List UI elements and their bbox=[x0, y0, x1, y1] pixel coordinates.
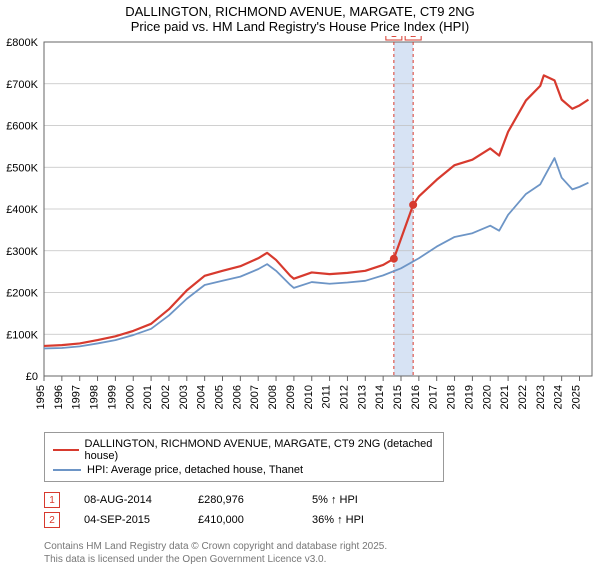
svg-text:2023: 2023 bbox=[535, 385, 547, 409]
svg-text:2001: 2001 bbox=[142, 385, 154, 409]
svg-text:1997: 1997 bbox=[71, 385, 83, 409]
svg-text:£0: £0 bbox=[26, 371, 38, 383]
legend-item: DALLINGTON, RICHMOND AVENUE, MARGATE, CT… bbox=[53, 437, 435, 463]
legend-item: HPI: Average price, detached house, Than… bbox=[53, 463, 435, 477]
footer-line-1: Contains HM Land Registry data © Crown c… bbox=[44, 540, 600, 553]
marker-notes: 1 08-AUG-2014 £280,976 5% ↑ HPI 2 04-SEP-2015… bbox=[44, 490, 600, 530]
legend-swatch bbox=[53, 469, 81, 471]
svg-text:£800K: £800K bbox=[6, 37, 38, 49]
marker-pct: 36% ↑ HPI bbox=[312, 514, 402, 526]
svg-text:£600K: £600K bbox=[6, 121, 38, 133]
marker-number-box: 1 bbox=[44, 492, 60, 508]
marker-date: 04-SEP-2015 bbox=[84, 514, 174, 526]
marker-price: £280,976 bbox=[198, 494, 288, 506]
svg-text:2008: 2008 bbox=[267, 385, 279, 409]
legend-swatch bbox=[53, 449, 79, 452]
svg-text:2003: 2003 bbox=[178, 385, 190, 409]
svg-text:2002: 2002 bbox=[160, 385, 172, 409]
title-line-2: Price paid vs. HM Land Registry's House … bbox=[0, 19, 600, 34]
svg-text:2020: 2020 bbox=[481, 385, 493, 409]
chart-area: £0 £100K £200K £300K £400K £500K £600K £700K £80… bbox=[0, 36, 600, 426]
legend-label: HPI: Average price, detached house, Than… bbox=[87, 464, 303, 476]
chart-container: DALLINGTON, RICHMOND AVENUE, MARGATE, CT… bbox=[0, 0, 600, 560]
svg-text:2017: 2017 bbox=[428, 385, 440, 409]
marker-date: 08-AUG-2014 bbox=[84, 494, 174, 506]
chart-svg: £0 £100K £200K £300K £400K £500K £600K £700K £80… bbox=[0, 36, 600, 426]
svg-text:2004: 2004 bbox=[196, 385, 208, 409]
svg-text:2016: 2016 bbox=[410, 385, 422, 409]
svg-text:1995: 1995 bbox=[35, 385, 47, 409]
svg-text:£700K: £700K bbox=[6, 79, 38, 91]
svg-text:2009: 2009 bbox=[285, 385, 297, 409]
svg-text:2012: 2012 bbox=[338, 385, 350, 409]
svg-text:2006: 2006 bbox=[231, 385, 243, 409]
marker-number-box: 2 bbox=[44, 512, 60, 528]
title-line-1: DALLINGTON, RICHMOND AVENUE, MARGATE, CT… bbox=[0, 4, 600, 19]
legend: DALLINGTON, RICHMOND AVENUE, MARGATE, CT… bbox=[44, 432, 444, 482]
svg-text:1998: 1998 bbox=[89, 385, 101, 409]
svg-text:2025: 2025 bbox=[571, 385, 583, 409]
title-block: DALLINGTON, RICHMOND AVENUE, MARGATE, CT… bbox=[0, 0, 600, 36]
marker-note-row: 1 08-AUG-2014 £280,976 5% ↑ HPI bbox=[44, 490, 600, 510]
marker-pct: 5% ↑ HPI bbox=[312, 494, 402, 506]
svg-text:1996: 1996 bbox=[53, 385, 65, 409]
svg-text:2022: 2022 bbox=[517, 385, 529, 409]
svg-text:2011: 2011 bbox=[321, 385, 333, 409]
svg-text:1: 1 bbox=[391, 36, 397, 40]
svg-text:£300K: £300K bbox=[6, 246, 38, 258]
svg-text:2013: 2013 bbox=[356, 385, 368, 409]
svg-text:1999: 1999 bbox=[106, 385, 118, 409]
svg-text:2: 2 bbox=[410, 36, 416, 40]
svg-text:£400K: £400K bbox=[6, 204, 38, 216]
svg-text:2019: 2019 bbox=[463, 385, 475, 409]
svg-text:2024: 2024 bbox=[553, 385, 565, 409]
marker-note-row: 2 04-SEP-2015 £410,000 36% ↑ HPI bbox=[44, 510, 600, 530]
svg-text:2005: 2005 bbox=[214, 385, 226, 409]
marker-price: £410,000 bbox=[198, 514, 288, 526]
legend-label: DALLINGTON, RICHMOND AVENUE, MARGATE, CT… bbox=[85, 438, 435, 462]
svg-text:2007: 2007 bbox=[249, 385, 261, 409]
svg-text:2018: 2018 bbox=[446, 385, 458, 409]
svg-text:£100K: £100K bbox=[6, 329, 38, 341]
svg-text:2014: 2014 bbox=[374, 385, 386, 409]
svg-text:2010: 2010 bbox=[303, 385, 315, 409]
svg-text:2021: 2021 bbox=[499, 385, 511, 409]
svg-text:£200K: £200K bbox=[6, 288, 38, 300]
svg-text:2015: 2015 bbox=[392, 385, 404, 409]
svg-text:£500K: £500K bbox=[6, 162, 38, 174]
footer: Contains HM Land Registry data © Crown c… bbox=[44, 540, 600, 566]
svg-text:2000: 2000 bbox=[124, 385, 136, 409]
